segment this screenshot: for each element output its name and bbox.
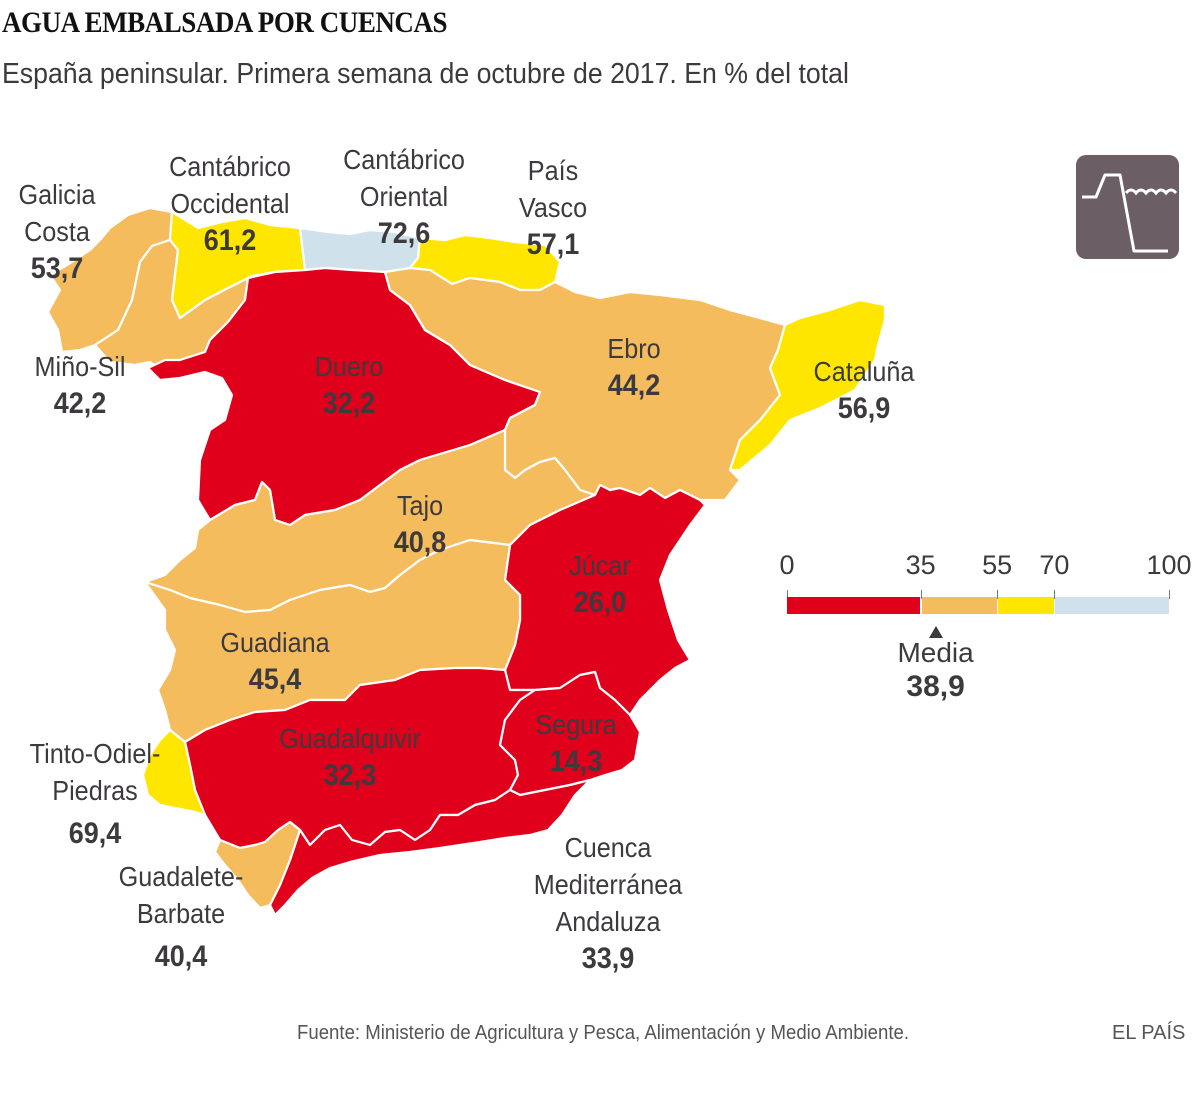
label-segura: Segura 14,3	[535, 706, 616, 780]
legend-bin-0-35	[787, 597, 920, 614]
region-name: Guadiana	[220, 627, 330, 658]
brand-logo: EL PAÍS	[1112, 1022, 1186, 1044]
legend-tick	[920, 590, 922, 599]
region-value: 26,0	[573, 586, 627, 619]
region-name: Occidental	[170, 188, 290, 219]
region-name: Cantábrico	[343, 144, 465, 175]
label-galicia-costa: Galicia Costa 53,7	[18, 176, 95, 287]
label-tinto-odiel-piedras: Tinto-Odiel- Piedras 69,4	[30, 735, 161, 852]
region-name: Tinto-Odiel-	[29, 738, 161, 769]
label-cataluna: Cataluña 56,9	[814, 353, 915, 427]
legend-tick-label: 55	[982, 550, 1013, 580]
color-legend: 0 35 55 70 100 Media 38,9	[779, 550, 1191, 710]
chart-title: AGUA EMBALSADA POR CUENCAS	[2, 6, 448, 39]
region-value: 61,2	[203, 224, 257, 257]
label-tajo: Tajo 40,8	[394, 487, 447, 561]
legend-tick-label: 0	[779, 550, 795, 580]
label-guadalquivir: Guadalquivir 32,3	[279, 720, 420, 794]
region-name: Barbate	[136, 898, 226, 929]
label-duero: Duero 32,2	[315, 348, 384, 422]
legend-bin-70-100	[1055, 597, 1169, 614]
region-name: Galicia	[18, 179, 96, 210]
region-name: Tajo	[396, 490, 444, 521]
region-name: Mediterránea	[533, 869, 683, 900]
region-name: Piedras	[52, 775, 138, 806]
region-name: Vasco	[518, 192, 588, 223]
region-segura[interactable]	[498, 670, 642, 797]
region-name: Cuenca	[564, 832, 652, 863]
region-cuenca-mediterranea-andaluza[interactable]	[268, 778, 592, 917]
region-name: País	[527, 155, 579, 186]
label-ebro: Ebro 44,2	[607, 330, 660, 404]
reservoir-dam-icon	[1076, 155, 1179, 259]
region-name: Júcar	[569, 550, 631, 581]
legend-tick	[997, 590, 999, 599]
region-value: 40,8	[393, 526, 447, 559]
region-name: Duero	[314, 351, 384, 382]
region-value: 69,4	[68, 817, 122, 850]
region-value: 40,4	[154, 940, 208, 973]
region-value: 33,9	[581, 942, 635, 975]
region-value: 32,2	[322, 387, 376, 420]
region-name: Cataluña	[813, 356, 915, 387]
region-tinto-odiel-piedras[interactable]	[141, 728, 207, 817]
label-mino-sil: Miño-Sil 42,2	[34, 348, 125, 422]
region-name: Ebro	[607, 333, 661, 364]
label-pais-vasco: País Vasco 57,1	[519, 152, 587, 263]
mean-label-text: Media	[897, 637, 974, 668]
region-value: 57,1	[526, 228, 580, 261]
label-guadiana: Guadiana 45,4	[220, 624, 329, 698]
region-name: Guadalete-	[118, 861, 244, 892]
legend-tick-label: 35	[905, 550, 936, 580]
label-cuenca-mediterranea-andaluza: Cuenca Mediterránea Andaluza 33,9	[534, 829, 682, 977]
legend-tick	[1169, 590, 1170, 599]
region-name: Miño-Sil	[34, 351, 126, 382]
region-value: 42,2	[53, 387, 107, 420]
region-name: Costa	[24, 216, 90, 247]
region-value: 32,3	[323, 759, 377, 792]
mean-value: 38,9	[906, 670, 965, 703]
region-value: 72,6	[377, 217, 431, 250]
chart-subtitle: España peninsular. Primera semana de oct…	[2, 58, 849, 90]
region-name: Cantábrico	[169, 151, 291, 182]
region-cataluna[interactable]	[728, 298, 887, 472]
region-value: 44,2	[607, 369, 661, 402]
label-cantabrico-oriental: Cantábrico Oriental 72,6	[343, 141, 465, 252]
label-guadalete-barbate: Guadalete- Barbate 40,4	[119, 858, 244, 975]
mean-label: Media 38,9	[897, 636, 973, 704]
legend-tick-label: 100	[1146, 550, 1192, 580]
legend-tick	[787, 590, 788, 599]
legend-tick-label: 70	[1039, 550, 1070, 580]
region-name: Guadalquivir	[279, 723, 421, 754]
region-value: 14,3	[549, 745, 603, 778]
legend-tick	[1054, 590, 1056, 599]
region-value: 53,7	[30, 252, 84, 285]
region-name: Andaluza	[555, 906, 661, 937]
region-guadalete-barbate[interactable]	[213, 820, 302, 910]
label-jucar: Júcar 26,0	[569, 547, 631, 621]
region-name: Oriental	[359, 181, 449, 212]
region-value: 45,4	[248, 663, 302, 696]
region-value: 56,9	[837, 392, 891, 425]
label-cantabrico-occidental: Cantábrico Occidental 61,2	[169, 148, 291, 259]
dam-glyph	[1082, 173, 1178, 253]
legend-bin-35-55	[921, 597, 998, 614]
source-note: Fuente: Ministerio de Agricultura y Pesc…	[297, 1022, 910, 1044]
region-name: Segura	[535, 709, 617, 740]
mean-marker-icon	[928, 626, 943, 638]
legend-bin-55-70	[998, 597, 1055, 614]
